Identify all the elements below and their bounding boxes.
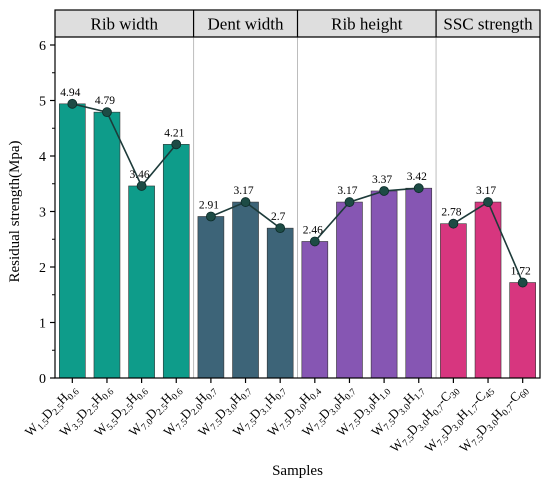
data-point (136, 181, 147, 191)
bar (301, 241, 329, 379)
data-label: 3.46 (130, 169, 150, 181)
bar (509, 282, 536, 379)
bar (59, 103, 86, 379)
data-point (205, 211, 216, 222)
x-category-label: W7.5D3.1H0.7 (230, 381, 290, 441)
data-point (344, 197, 355, 207)
bar (232, 201, 259, 379)
bar (440, 223, 467, 379)
x-category-label: W7.5D3.0H0.7-C60 (456, 381, 532, 457)
bar (474, 201, 502, 379)
data-point (483, 197, 493, 207)
data-label: 4.94 (60, 87, 80, 99)
data-label: 4.21 (164, 127, 184, 139)
y-tick-label: 0 (39, 372, 46, 387)
data-label: 3.37 (372, 174, 392, 186)
data-point (171, 139, 182, 150)
bar (405, 187, 433, 379)
data-point (309, 236, 320, 247)
bar (266, 227, 294, 379)
data-label: 3.17 (337, 185, 357, 197)
group-title-0: Rib width (91, 15, 159, 34)
data-point (67, 98, 78, 109)
data-label: 3.17 (233, 185, 253, 197)
y-axis-title: Residual strength(Mpa) (7, 140, 23, 282)
data-point (102, 107, 112, 118)
data-point (517, 277, 528, 288)
group-title-3: SSC strength (443, 15, 533, 34)
series-line-2 (314, 187, 419, 242)
data-label: 2.91 (199, 199, 219, 211)
x-category-label: W7.5D3.0H1.7-C45 (421, 381, 497, 457)
data-label: 2.78 (441, 207, 461, 219)
data-label: 2.7 (271, 211, 286, 223)
y-tick-label: 4 (39, 150, 46, 165)
y-tick-label: 5 (39, 95, 46, 110)
plot-frame (54, 9, 541, 379)
x-axis-title: Samples (272, 463, 323, 479)
y-tick-label: 2 (39, 261, 46, 276)
x-category-label: W7.5D3.0H0.4 (264, 381, 324, 441)
y-tick-label: 6 (39, 39, 46, 54)
group-title-2: Rib height (331, 15, 403, 34)
series-line-0 (72, 103, 177, 188)
x-category-label: W7.5D3.0H1.0 (333, 381, 393, 441)
data-label: 1.72 (511, 266, 531, 278)
data-point (448, 218, 459, 229)
data-point (413, 183, 424, 194)
y-tick-label: 3 (39, 206, 46, 221)
bar (370, 190, 398, 379)
data-label: 2.46 (303, 224, 323, 236)
bar (197, 216, 225, 379)
data-label: 3.17 (476, 185, 496, 197)
y-tick-label: 1 (39, 317, 46, 332)
group-title-1: Dent width (208, 15, 285, 34)
data-point (275, 223, 286, 234)
data-label: 3.42 (407, 171, 427, 183)
bar (128, 185, 155, 379)
x-category-label: W7.5D3.0H0.7-C30 (387, 381, 463, 457)
bar (162, 144, 190, 379)
data-point (240, 197, 251, 207)
data-point (379, 186, 390, 196)
bar (336, 201, 363, 379)
data-label: 4.79 (95, 95, 115, 107)
bar (93, 111, 121, 379)
